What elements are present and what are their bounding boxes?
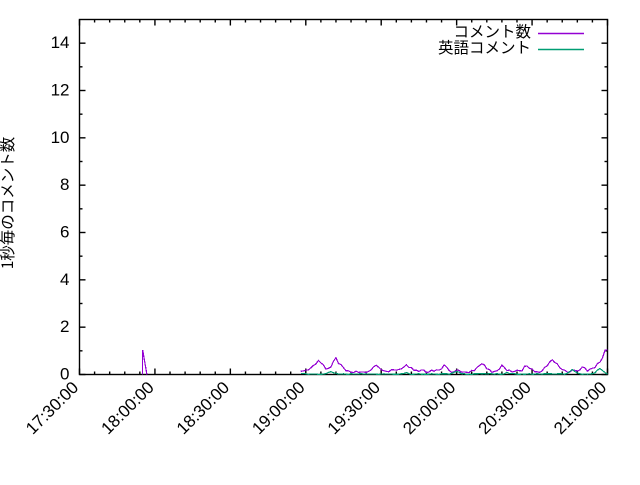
svg-text:8: 8 [60, 175, 69, 194]
svg-text:2: 2 [60, 317, 69, 336]
svg-text:4: 4 [60, 270, 69, 289]
svg-text:14: 14 [51, 33, 70, 52]
svg-text:12: 12 [51, 81, 70, 100]
svg-text:1秒毎のコメント数: 1秒毎のコメント数 [0, 136, 18, 269]
svg-text:6: 6 [60, 223, 69, 242]
svg-text:英語コメント: 英語コメント [438, 36, 531, 58]
svg-text:10: 10 [51, 128, 70, 147]
